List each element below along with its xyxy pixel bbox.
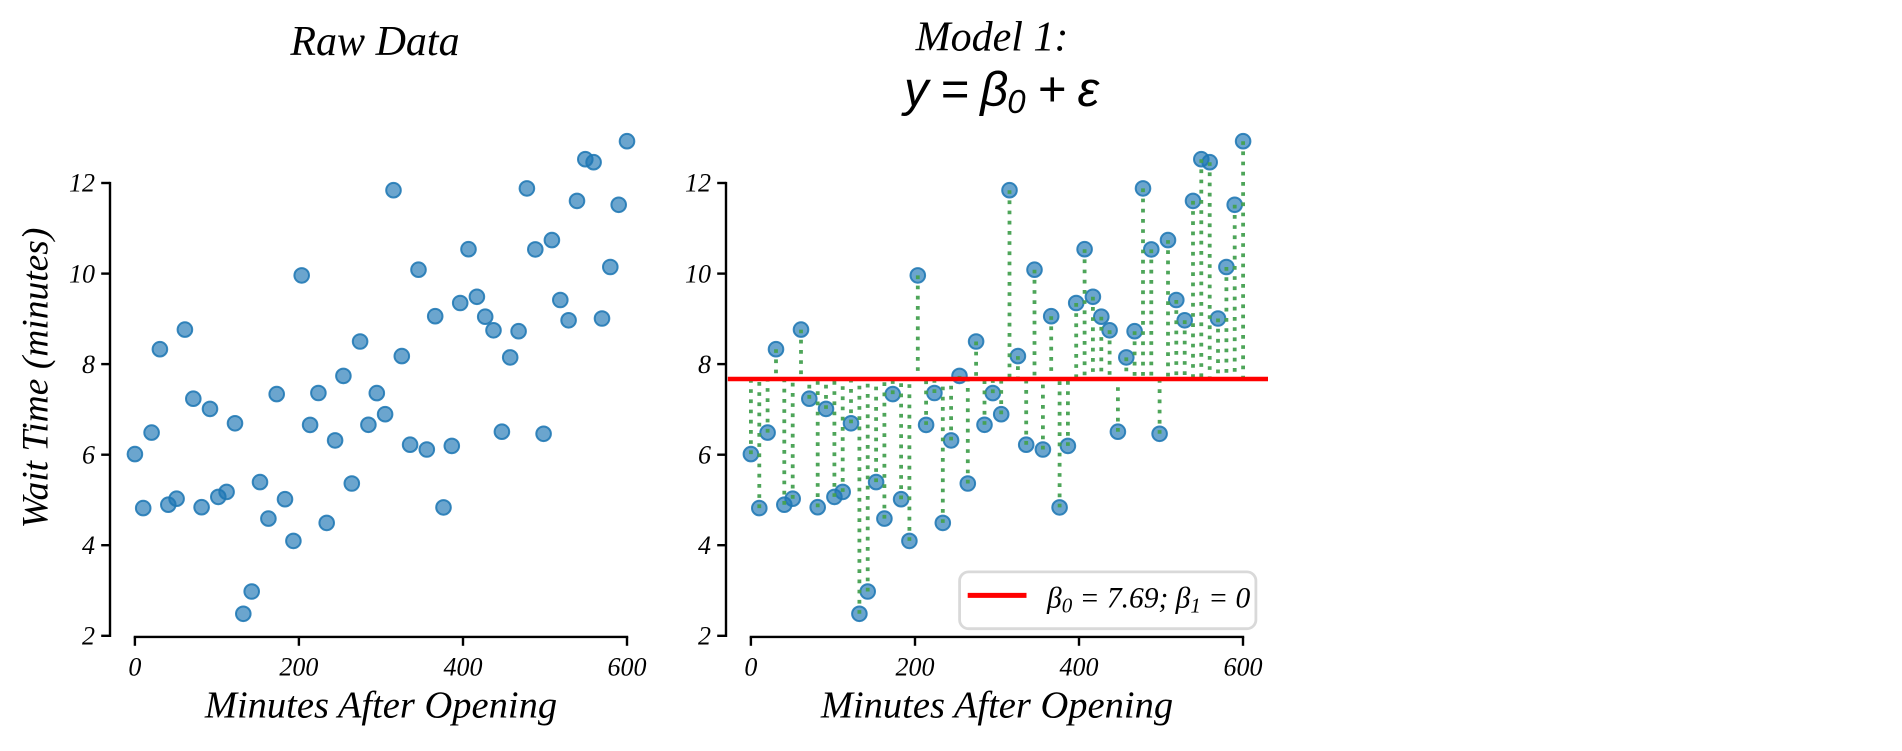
svg-text:2: 2 bbox=[82, 622, 95, 651]
svg-text:β0 = 7.69; β1 = 0: β0 = 7.69; β1 = 0 bbox=[1046, 583, 1251, 618]
svg-text:Raw Data: Raw Data bbox=[289, 19, 459, 65]
svg-text:400: 400 bbox=[444, 652, 483, 681]
svg-text:Minutes After Opening: Minutes After Opening bbox=[204, 685, 557, 727]
svg-text:200: 200 bbox=[896, 652, 935, 681]
svg-text:4: 4 bbox=[698, 531, 711, 560]
svg-text:600: 600 bbox=[1224, 652, 1263, 681]
svg-text:0: 0 bbox=[128, 652, 141, 681]
svg-text:0: 0 bbox=[744, 652, 757, 681]
svg-text:y = β0 + ε: y = β0 + ε bbox=[901, 63, 1101, 120]
svg-text:400: 400 bbox=[1060, 652, 1099, 681]
svg-text:6: 6 bbox=[698, 440, 711, 469]
svg-text:8: 8 bbox=[82, 350, 95, 379]
svg-text:12: 12 bbox=[685, 169, 711, 198]
svg-text:600: 600 bbox=[608, 652, 647, 681]
svg-text:10: 10 bbox=[69, 259, 95, 288]
svg-text:Wait Time (minutes): Wait Time (minutes) bbox=[16, 228, 57, 529]
svg-text:12: 12 bbox=[69, 169, 95, 198]
svg-text:Minutes After Opening: Minutes After Opening bbox=[820, 685, 1173, 727]
svg-text:6: 6 bbox=[82, 440, 95, 469]
svg-text:2: 2 bbox=[698, 622, 711, 651]
svg-text:200: 200 bbox=[279, 652, 318, 681]
svg-text:8: 8 bbox=[698, 350, 711, 379]
svg-text:4: 4 bbox=[82, 531, 95, 560]
svg-text:10: 10 bbox=[685, 259, 711, 288]
svg-text:Model 1:: Model 1: bbox=[915, 15, 1069, 61]
